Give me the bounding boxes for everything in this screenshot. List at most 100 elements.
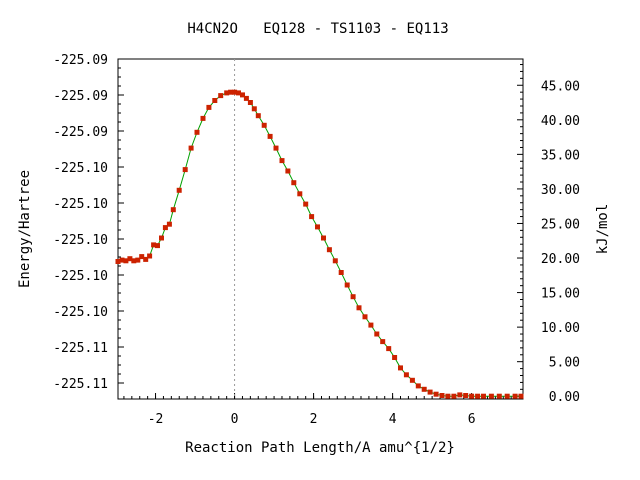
data-point [518, 393, 524, 399]
data-point [386, 346, 392, 352]
left-tick-label: -225.10 [53, 197, 108, 212]
plot-frame [117, 58, 524, 400]
data-point [403, 372, 409, 378]
data-point [504, 393, 510, 399]
data-point [251, 106, 257, 112]
data-point [488, 393, 494, 399]
data-point [415, 383, 421, 389]
right-tick-label: 10.00 [541, 321, 580, 336]
left-axis-label: Energy/Hartree [17, 170, 33, 288]
data-point [218, 93, 224, 99]
data-point [463, 393, 469, 398]
right-tick-label: 45.00 [541, 79, 580, 94]
data-point [279, 158, 285, 164]
right-tick-label: 40.00 [541, 114, 580, 129]
data-point [240, 92, 245, 98]
energy-line [117, 91, 521, 397]
data-point [392, 355, 398, 360]
data-point [398, 365, 403, 371]
data-point [162, 225, 168, 231]
data-point [147, 253, 153, 259]
left-tick-label: -225.09 [53, 53, 108, 68]
data-point [206, 104, 212, 110]
x-tick-label: 2 [310, 412, 318, 427]
data-point [151, 242, 157, 248]
data-point [457, 392, 463, 398]
data-point [475, 393, 481, 399]
data-point [433, 391, 439, 397]
left-tick-label: -225.11 [53, 377, 108, 392]
right-tick-label: 30.00 [541, 183, 580, 198]
data-point [350, 294, 356, 300]
data-point [439, 393, 445, 398]
data-point [123, 258, 129, 264]
data-point [155, 243, 160, 249]
right-axis-ticks: 0.00 5.00 10.00 15.00 20.00 25.00 30.00 35.00 40… [517, 64, 580, 405]
data-point [166, 221, 172, 227]
right-tick-label: 35.00 [541, 148, 580, 163]
data-point [139, 254, 145, 260]
data-point [200, 115, 206, 121]
data-point [481, 393, 486, 399]
right-tick-label: 0.00 [549, 390, 580, 405]
data-point [512, 393, 518, 399]
data-point [427, 389, 433, 395]
data-point [115, 259, 121, 264]
left-tick-label: -225.10 [53, 161, 108, 176]
data-point [321, 235, 326, 241]
data-point [356, 305, 362, 311]
data-point [362, 314, 368, 320]
right-tick-label: 15.00 [541, 287, 580, 302]
data-point [496, 393, 502, 399]
data-point [127, 256, 133, 262]
data-point [303, 201, 309, 207]
data-point [326, 247, 332, 253]
right-axis-label: kJ/mol [595, 204, 611, 255]
data-point [247, 100, 253, 105]
data-point [421, 386, 427, 392]
data-point [267, 133, 273, 139]
chart-title: H4CN2O EQ128 - TS1103 - EQ113 [187, 21, 448, 37]
data-point [236, 90, 241, 96]
right-tick-label: 5.00 [549, 356, 580, 371]
data-point [119, 257, 125, 263]
data-point [291, 180, 297, 186]
data-point [224, 90, 230, 96]
data-point [315, 224, 320, 230]
right-tick-label: 25.00 [541, 217, 580, 232]
left-tick-label: -225.11 [53, 341, 108, 356]
data-point [243, 95, 249, 101]
data-point [255, 113, 261, 119]
left-tick-label: -225.10 [53, 233, 108, 248]
data-point [143, 256, 149, 262]
plot-border [117, 58, 524, 400]
left-tick-label: -225.10 [53, 269, 108, 284]
data-point [445, 393, 451, 399]
data-point [228, 89, 234, 95]
right-tick-label: 20.00 [541, 252, 580, 267]
data-point [135, 257, 141, 263]
data-point [309, 214, 315, 220]
data-point [131, 258, 137, 264]
data-point [273, 145, 279, 151]
data-point [338, 270, 344, 275]
x-axis-ticks: -2 0 2 4 6 [123, 393, 520, 427]
data-point [188, 145, 194, 151]
data-point [285, 168, 291, 174]
data-point [297, 191, 303, 197]
energy-series [115, 89, 524, 399]
x-tick-label: 6 [468, 412, 476, 427]
left-tick-label: -225.09 [53, 89, 108, 104]
data-point [332, 258, 338, 264]
left-axis-ticks: -225.09 -225.09 -225.09 -225.10 -225.10 -225.… [53, 53, 124, 392]
data-point [159, 235, 164, 241]
data-point [261, 122, 267, 128]
data-point [232, 89, 238, 95]
data-point [344, 282, 350, 288]
x-tick-label: -2 [148, 412, 164, 427]
data-point [176, 187, 182, 193]
data-point [409, 377, 415, 383]
data-point [182, 167, 188, 173]
data-point [374, 331, 380, 337]
